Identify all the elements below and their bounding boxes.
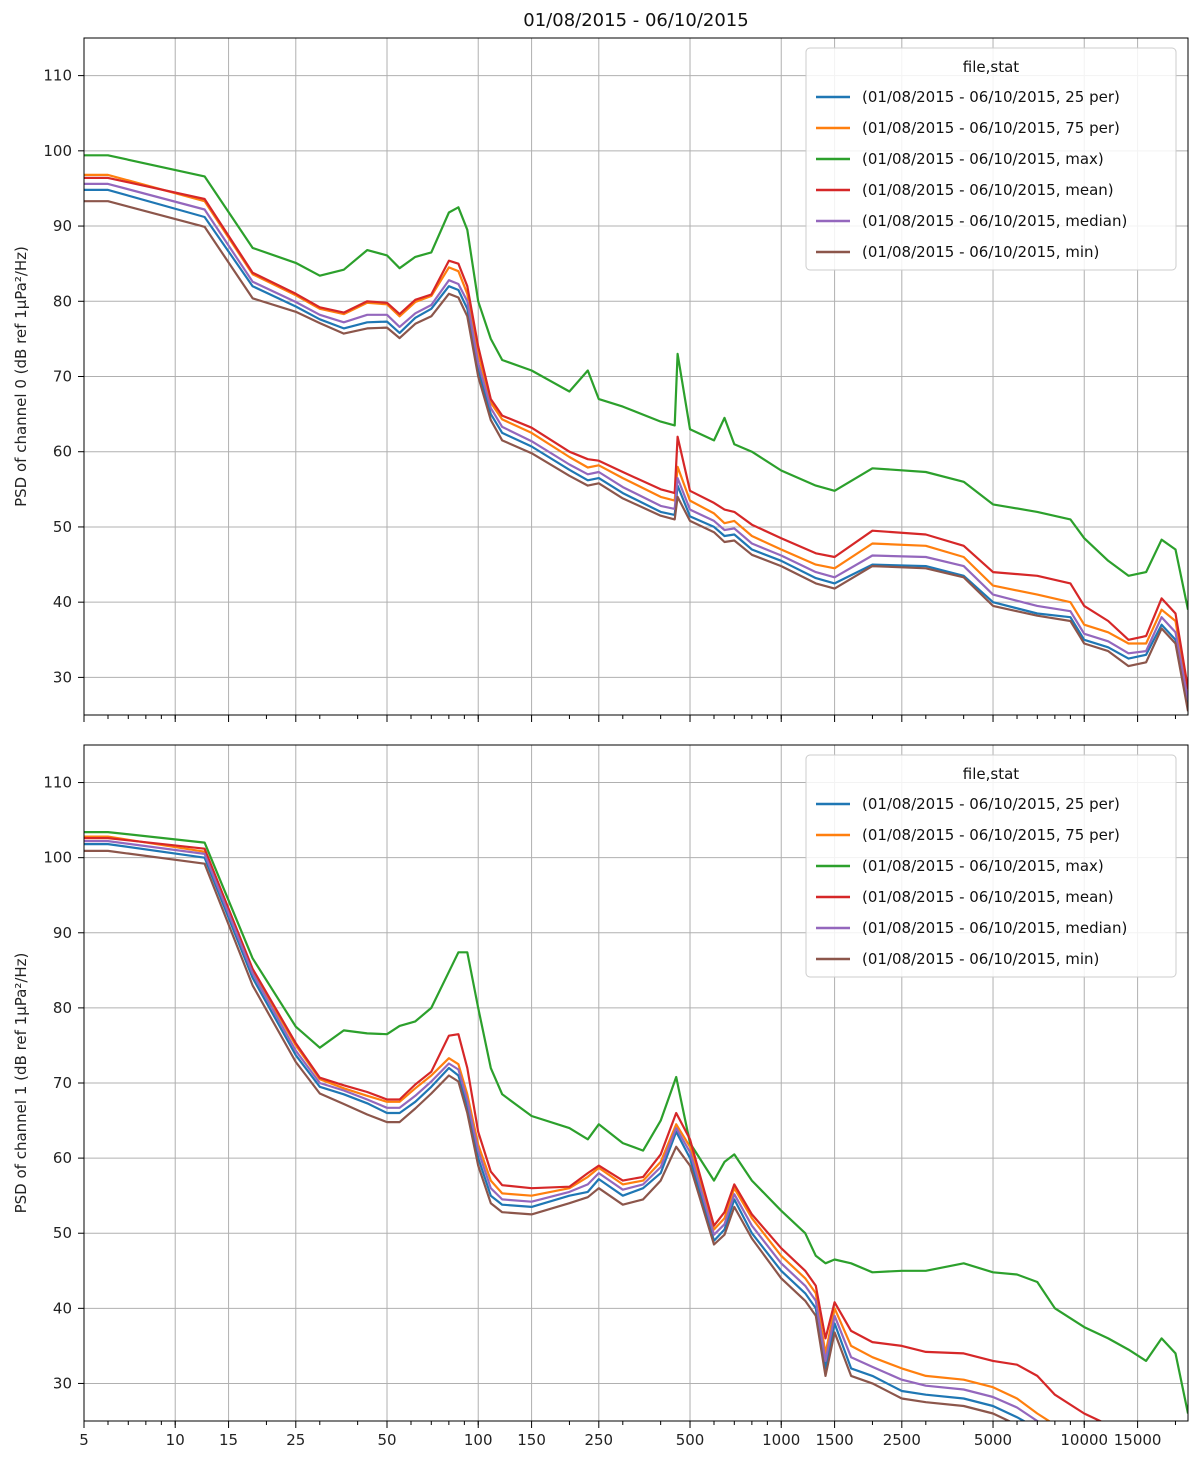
legend: file,stat (01/08/2015 - 06/10/2015, 25 pe…: [805, 754, 1177, 978]
y-tick-label: 110: [43, 67, 72, 85]
legend-title: file,stat: [963, 765, 1020, 783]
legend-entry-label: (01/08/2015 - 06/10/2015, mean): [862, 181, 1114, 199]
legend-box: [805, 47, 1177, 271]
y-axis-label: PSD of channel 0 (dB ref 1µPa²/Hz): [12, 246, 30, 507]
channel-0-psd-chart: 30 40 50 60 70 80 90 100 110 PSD of channel 0 (dB…: [12, 37, 1189, 722]
x-tick-label: 5: [79, 1431, 89, 1449]
y-tick-label: 100: [43, 142, 72, 160]
legend-entry-label: (01/08/2015 - 06/10/2015, median): [862, 919, 1127, 937]
x-tick-label: 150: [517, 1431, 546, 1449]
y-tick-label: 30: [53, 668, 72, 686]
axes-frame: [83, 744, 1189, 1422]
legend-entry-label: (01/08/2015 - 06/10/2015, mean): [862, 888, 1114, 906]
legend-entry-label: (01/08/2015 - 06/10/2015, min): [862, 243, 1099, 261]
legend-entry-label: (01/08/2015 - 06/10/2015, median): [862, 212, 1127, 230]
legend-entry-label: (01/08/2015 - 06/10/2015, max): [862, 857, 1104, 875]
y-tick-label: 40: [53, 593, 72, 611]
series-line-median: [84, 839, 1040, 1421]
legend-entry-label: (01/08/2015 - 06/10/2015, min): [862, 950, 1099, 968]
series-line-75-per: [84, 835, 1052, 1421]
figure-title: 01/08/2015 - 06/10/2015: [523, 10, 748, 31]
legend-box: [805, 754, 1177, 978]
legend-entry-label: (01/08/2015 - 06/10/2015, 75 per): [862, 119, 1120, 137]
series-line-mean: [84, 176, 1188, 689]
y-tick-label: 90: [53, 217, 72, 235]
legend-entry-label: (01/08/2015 - 06/10/2015, 75 per): [862, 826, 1120, 844]
x-tick-label: 500: [676, 1431, 705, 1449]
y-tick-label: 70: [53, 368, 72, 386]
y-axis-label: PSD of channel 1 (dB ref 1µPa²/Hz): [12, 953, 30, 1214]
series-line-max: [84, 154, 1188, 610]
y-tick-label: 90: [53, 924, 72, 942]
series-line-median: [84, 182, 1188, 701]
x-tick-label: 5000: [974, 1431, 1012, 1449]
x-tick-label: 1500: [815, 1431, 853, 1449]
x-tick-label: 10: [166, 1431, 185, 1449]
series-line-75-per: [84, 173, 1188, 697]
y-tick-label: 80: [53, 999, 72, 1017]
legend-entry-label: (01/08/2015 - 06/10/2015, max): [862, 150, 1104, 168]
y-tick-label: 100: [43, 849, 72, 867]
y-tick-label: 50: [53, 518, 72, 536]
x-tick-label: 250: [584, 1431, 613, 1449]
series-line-max: [84, 830, 1188, 1414]
x-tick-label: 100: [464, 1431, 493, 1449]
x-tick-label: 50: [377, 1431, 396, 1449]
x-tick-label: 25: [286, 1431, 305, 1449]
y-tick-label: 80: [53, 292, 72, 310]
y-tick-label: 50: [53, 1224, 72, 1242]
series-line-25-per: [84, 188, 1188, 708]
y-tick-label: 40: [53, 1299, 72, 1317]
legend: file,stat (01/08/2015 - 06/10/2015, 25 pe…: [805, 47, 1177, 271]
legend-title: file,stat: [963, 58, 1020, 76]
x-tick-label: 1000: [762, 1431, 800, 1449]
series-line-25-per: [84, 842, 1027, 1421]
series-line-mean: [84, 836, 1103, 1421]
y-tick-label: 110: [43, 774, 72, 792]
y-tick-label: 60: [53, 1149, 72, 1167]
legend-entry-label: (01/08/2015 - 06/10/2015, 25 per): [862, 88, 1120, 106]
y-tick-label: 30: [53, 1374, 72, 1392]
x-tick-label: 10000: [1060, 1431, 1108, 1449]
x-tick-label: 15: [219, 1431, 238, 1449]
y-tick-label: 70: [53, 1074, 72, 1092]
legend-entry-label: (01/08/2015 - 06/10/2015, 25 per): [862, 795, 1120, 813]
series-line-min: [84, 849, 1012, 1421]
x-tick-label: 15000: [1114, 1431, 1162, 1449]
x-tick-label: 2500: [883, 1431, 921, 1449]
channel-1-psd-chart: 30 40 50 60 70 80 90 100 110 5 10 15 25 50 100 150 250 50…: [12, 744, 1189, 1449]
y-tick-label: 60: [53, 443, 72, 461]
series-line-min: [84, 200, 1188, 712]
axes-frame: [83, 37, 1189, 716]
